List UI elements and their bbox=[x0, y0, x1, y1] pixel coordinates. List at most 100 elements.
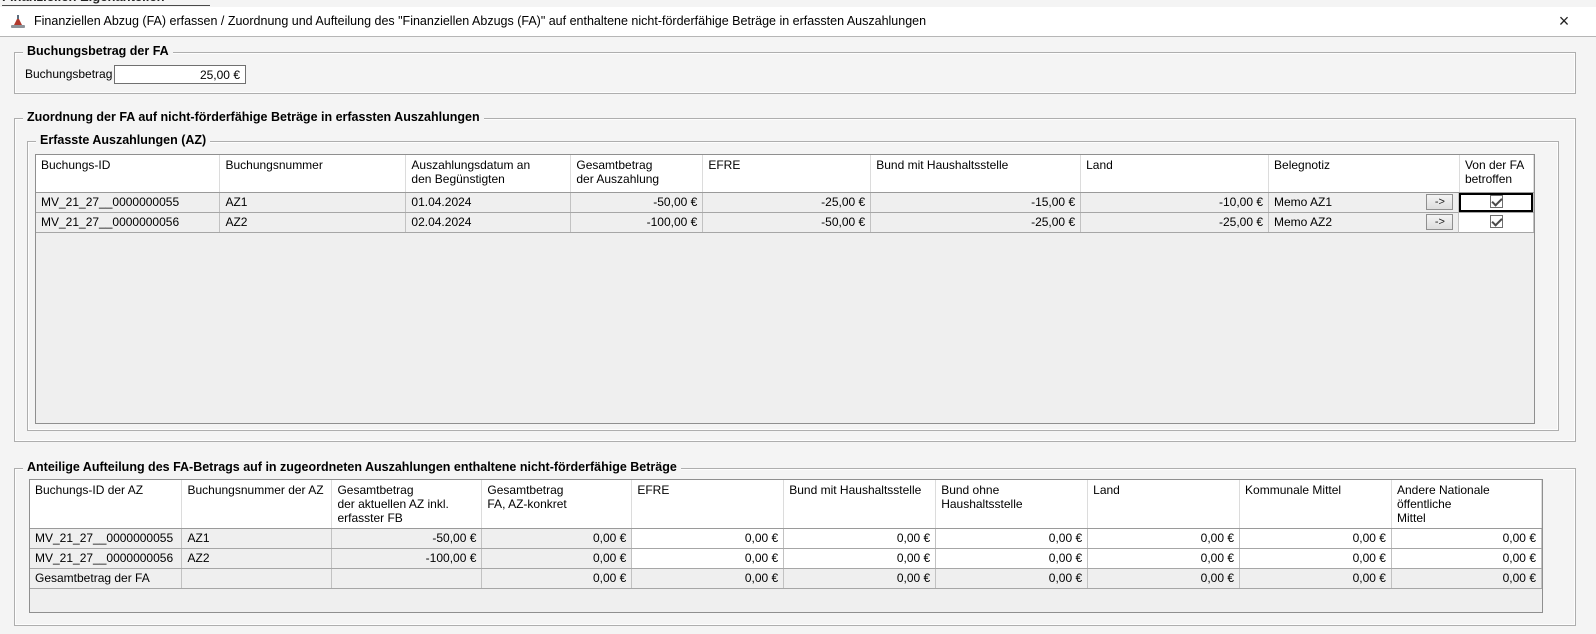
col-header-auszahlungsdatum[interactable]: Auszahlungsdatum an den Begünstigten bbox=[405, 155, 572, 193]
cell-efre-input[interactable]: 0,00 € bbox=[631, 528, 785, 549]
col-header-bund[interactable]: Bund mit Haushaltsstelle bbox=[870, 155, 1082, 193]
open-belegnotiz-button[interactable]: -> bbox=[1426, 214, 1454, 230]
app-icon bbox=[11, 15, 25, 28]
cell-buchungs-id[interactable]: MV_21_27__0000000056 bbox=[36, 212, 221, 233]
cell-efre[interactable]: -25,00 € bbox=[702, 192, 872, 213]
col-header-gesamtbetrag-fa[interactable]: Gesamtbetrag FA, AZ-konkret bbox=[481, 480, 633, 529]
erfasste-az-table-viewport: Buchungs-ID Buchungsnummer Auszahlungsda… bbox=[35, 154, 1535, 424]
cell-kommunale-input[interactable]: 0,00 € bbox=[1239, 548, 1392, 569]
col-header-gesamtbetrag[interactable]: Gesamtbetrag der Auszahlung bbox=[570, 155, 704, 193]
open-belegnotiz-button[interactable]: -> bbox=[1426, 194, 1454, 210]
cell-bund[interactable]: -25,00 € bbox=[870, 212, 1082, 233]
col-header-buchungs-id[interactable]: Buchungs-ID bbox=[36, 155, 221, 193]
aufteilung-table-viewport: Buchungs-ID der AZ Buchungsnummer der AZ… bbox=[29, 479, 1543, 613]
cell-land-input[interactable]: 0,00 € bbox=[1087, 548, 1241, 569]
col-header-belegnotiz[interactable]: Belegnotiz bbox=[1268, 155, 1460, 193]
cell-gesamtbetrag-az: -50,00 € bbox=[331, 528, 483, 549]
cell-belegnotiz[interactable]: Memo AZ1 -> bbox=[1269, 192, 1460, 213]
background-window-text: Finanziellen Eigenanteilen bbox=[2, 0, 210, 4]
table-row-total: Gesamtbetrag der FA 0,00 € 0,00 € 0,00 €… bbox=[30, 568, 1542, 589]
group-erfasste-auszahlungen-title: Erfasste Auszahlungen (AZ) bbox=[36, 133, 211, 147]
table-row: MV_21_27__0000000056 AZ2 02.04.2024 -100… bbox=[36, 212, 1534, 233]
col-header-von-der-fa[interactable]: Von der FA betroffen bbox=[1459, 155, 1534, 193]
von-der-fa-betroffen-checkbox[interactable] bbox=[1489, 195, 1503, 209]
cell-gesamtbetrag-fa: 0,00 € bbox=[481, 528, 633, 549]
cell-gesamtbetrag[interactable]: -100,00 € bbox=[570, 212, 704, 233]
group-zuordnung-title: Zuordnung der FA auf nicht-förderfähige … bbox=[23, 110, 484, 124]
cell-auszahlungsdatum[interactable]: 01.04.2024 bbox=[405, 192, 572, 213]
col-header-land[interactable]: Land bbox=[1080, 155, 1270, 193]
cell-andere-input[interactable]: 0,00 € bbox=[1391, 528, 1542, 549]
buchungsbetrag-label: Buchungsbetrag bbox=[25, 67, 113, 81]
col-header-buchungsnummer-az[interactable]: Buchungsnummer der AZ bbox=[181, 480, 333, 529]
cell-efre-input[interactable]: 0,00 € bbox=[631, 548, 785, 569]
table-row: MV_21_27__0000000056 AZ2 -100,00 € 0,00 … bbox=[30, 548, 1542, 569]
cell-bund-mit-input[interactable]: 0,00 € bbox=[783, 548, 937, 569]
buchungsbetrag-input[interactable] bbox=[114, 65, 246, 84]
cell-efre-total: 0,00 € bbox=[631, 568, 785, 589]
cell-bund-mit-input[interactable]: 0,00 € bbox=[783, 528, 937, 549]
aufteilung-header-row: Buchungs-ID der AZ Buchungsnummer der AZ… bbox=[30, 480, 1542, 529]
col-header-kommunale-mittel[interactable]: Kommunale Mittel bbox=[1239, 480, 1392, 529]
cell-land[interactable]: -10,00 € bbox=[1080, 192, 1270, 213]
cell-buchungs-id-az: MV_21_27__0000000056 bbox=[30, 548, 183, 569]
cell-total-label: Gesamtbetrag der FA bbox=[30, 568, 183, 589]
window-title: Finanziellen Abzug (FA) erfassen / Zuord… bbox=[34, 14, 927, 28]
cell-bund-ohne-total: 0,00 € bbox=[935, 568, 1089, 589]
belegnotiz-text: Memo AZ2 bbox=[1274, 214, 1333, 229]
cell-buchungsnummer-az: AZ1 bbox=[181, 528, 333, 549]
cell-buchungs-id-az: MV_21_27__0000000055 bbox=[30, 528, 183, 549]
table-row: MV_21_27__0000000055 AZ1 -50,00 € 0,00 €… bbox=[30, 528, 1542, 549]
col-header-andere-mittel[interactable]: Andere Nationale öffentliche Mittel bbox=[1391, 480, 1542, 529]
col-header-bund-ohne[interactable]: Bund ohne Haushaltsstelle bbox=[935, 480, 1089, 529]
cell-kommunale-input[interactable]: 0,00 € bbox=[1239, 528, 1392, 549]
group-aufteilung-title: Anteilige Aufteilung des FA-Betrags auf … bbox=[23, 460, 681, 474]
col-header-land[interactable]: Land bbox=[1087, 480, 1241, 529]
cell-gesamtbetrag[interactable]: -50,00 € bbox=[570, 192, 704, 213]
cell-land-total: 0,00 € bbox=[1087, 568, 1241, 589]
col-header-buchungs-id-az[interactable]: Buchungs-ID der AZ bbox=[30, 480, 183, 529]
cell-bund[interactable]: -15,00 € bbox=[870, 192, 1082, 213]
col-header-bund-mit[interactable]: Bund mit Haushaltsstelle bbox=[783, 480, 937, 529]
col-header-efre[interactable]: EFRE bbox=[702, 155, 872, 193]
cell-buchungs-id[interactable]: MV_21_27__0000000055 bbox=[36, 192, 221, 213]
cell-land[interactable]: -25,00 € bbox=[1080, 212, 1270, 233]
cell-efre[interactable]: -50,00 € bbox=[702, 212, 872, 233]
col-header-buchungsnummer[interactable]: Buchungsnummer bbox=[219, 155, 407, 193]
col-header-efre[interactable]: EFRE bbox=[631, 480, 785, 529]
erfasste-az-table: Buchungs-ID Buchungsnummer Auszahlungsda… bbox=[36, 155, 1534, 233]
table-row: MV_21_27__0000000055 AZ1 01.04.2024 -50,… bbox=[36, 192, 1534, 213]
cell-bund-ohne-input[interactable]: 0,00 € bbox=[935, 528, 1089, 549]
cell-land-input[interactable]: 0,00 € bbox=[1087, 528, 1241, 549]
cell-bund-mit-total: 0,00 € bbox=[783, 568, 937, 589]
title-bar: Finanziellen Abzug (FA) erfassen / Zuord… bbox=[0, 7, 1596, 37]
group-buchungsbetrag-title: Buchungsbetrag der FA bbox=[23, 44, 173, 58]
group-aufteilung: Anteilige Aufteilung des FA-Betrags auf … bbox=[14, 460, 1576, 626]
cell-gesamtbetrag-fa: 0,00 € bbox=[481, 548, 633, 569]
cell-gesamtbetrag-az bbox=[331, 568, 483, 589]
group-buchungsbetrag: Buchungsbetrag der FA Buchungsbetrag bbox=[14, 44, 1576, 94]
belegnotiz-text: Memo AZ1 bbox=[1274, 194, 1333, 209]
cell-von-der-fa-betroffen[interactable] bbox=[1459, 212, 1534, 233]
group-zuordnung: Zuordnung der FA auf nicht-förderfähige … bbox=[14, 110, 1576, 442]
aufteilung-table: Buchungs-ID der AZ Buchungsnummer der AZ… bbox=[30, 480, 1542, 589]
cell-buchungsnummer[interactable]: AZ2 bbox=[219, 212, 407, 233]
cell-andere-input[interactable]: 0,00 € bbox=[1391, 548, 1542, 569]
cell-von-der-fa-betroffen[interactable] bbox=[1459, 192, 1534, 213]
von-der-fa-betroffen-checkbox[interactable] bbox=[1489, 215, 1503, 229]
col-header-gesamtbetrag-az[interactable]: Gesamtbetrag der aktuellen AZ inkl. erfa… bbox=[331, 480, 483, 529]
cell-belegnotiz[interactable]: Memo AZ2 -> bbox=[1269, 212, 1460, 233]
cell-auszahlungsdatum[interactable]: 02.04.2024 bbox=[405, 212, 572, 233]
group-erfasste-auszahlungen: Erfasste Auszahlungen (AZ) Buchungs-ID B… bbox=[27, 133, 1559, 431]
cell-kommunale-total: 0,00 € bbox=[1239, 568, 1392, 589]
cell-gesamtbetrag-az: -100,00 € bbox=[331, 548, 483, 569]
background-window-fragment: Finanziellen Eigenanteilen bbox=[2, 0, 210, 6]
cell-bund-ohne-input[interactable]: 0,00 € bbox=[935, 548, 1089, 569]
cell-buchungsnummer-az bbox=[181, 568, 333, 589]
erfasste-az-header-row: Buchungs-ID Buchungsnummer Auszahlungsda… bbox=[36, 155, 1534, 193]
close-icon[interactable]: × bbox=[1558, 11, 1570, 31]
cell-buchungsnummer[interactable]: AZ1 bbox=[219, 192, 407, 213]
cell-gesamtbetrag-fa: 0,00 € bbox=[481, 568, 633, 589]
cell-buchungsnummer-az: AZ2 bbox=[181, 548, 333, 569]
